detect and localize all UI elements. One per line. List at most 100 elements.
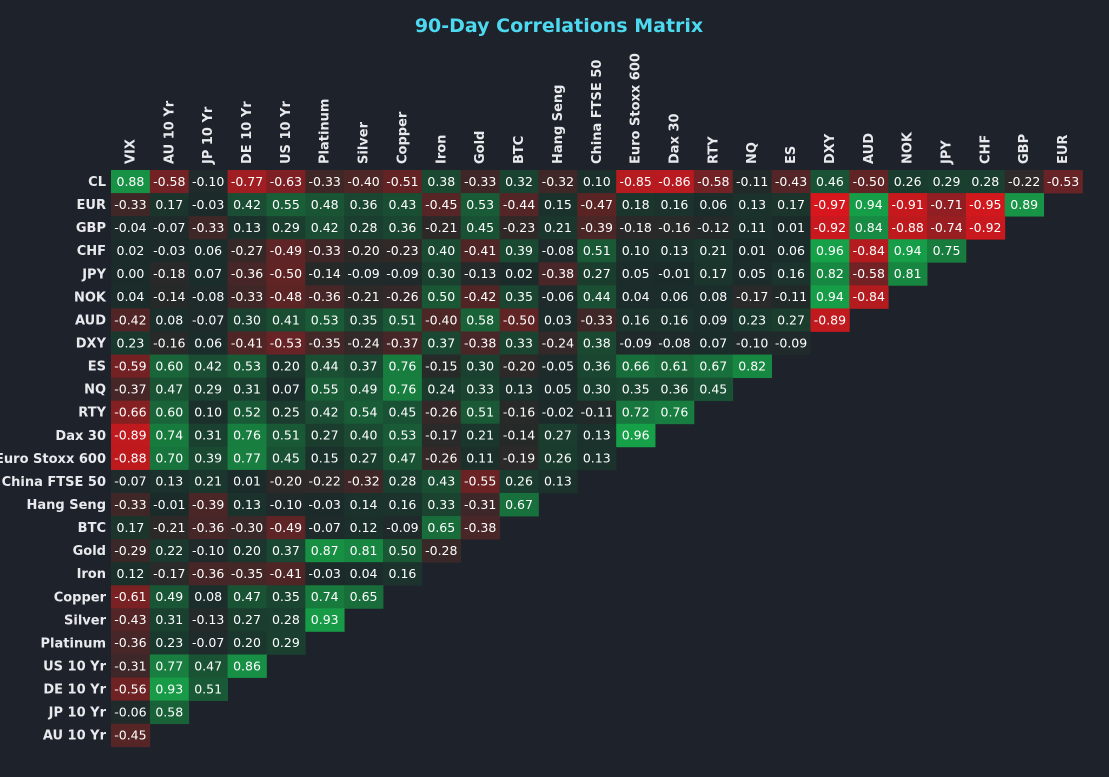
heatmap-cell <box>344 539 384 563</box>
cell-value: 0.42 <box>194 358 222 373</box>
row-label: RTY <box>78 406 106 421</box>
heatmap-cell <box>460 239 500 263</box>
cell-value: 0.17 <box>777 197 805 212</box>
heatmap-cell <box>383 516 423 540</box>
cell-value: 0.05 <box>738 266 766 281</box>
cell-value: 0.88 <box>117 174 145 189</box>
heatmap-cell <box>538 170 578 194</box>
row-label: Silver <box>64 613 107 628</box>
cell-value: 0.70 <box>155 451 183 466</box>
heatmap-cell <box>305 193 345 217</box>
cell-value: 0.44 <box>311 358 339 373</box>
heatmap-cell <box>499 239 539 263</box>
cell-value: 0.94 <box>816 289 844 304</box>
cell-value: -0.71 <box>930 197 962 212</box>
heatmap-cell <box>888 193 928 217</box>
heatmap-cell <box>305 492 345 517</box>
heatmap-cell <box>188 469 228 494</box>
heatmap-cell <box>577 239 617 263</box>
cell-value: 0.27 <box>233 612 261 627</box>
heatmap-cell <box>421 400 462 425</box>
heatmap-cell <box>693 285 734 309</box>
heatmap-cell <box>188 677 228 702</box>
heatmap-cell <box>305 239 345 263</box>
heatmap-cell <box>460 354 500 379</box>
heatmap-cell <box>188 654 228 678</box>
cell-value: -0.31 <box>464 497 496 512</box>
heatmap-cell <box>266 608 306 632</box>
heatmap-cell <box>538 262 578 286</box>
cell-value: 0.20 <box>233 543 261 558</box>
heatmap-cell <box>344 285 384 309</box>
cell-value: 0.01 <box>738 243 766 258</box>
heatmap-cell <box>616 308 656 332</box>
cell-value: -0.09 <box>386 266 418 281</box>
row-label: GBP <box>76 221 106 236</box>
cell-value: 0.20 <box>272 358 300 373</box>
heatmap-cell <box>693 331 734 355</box>
heatmap-cell <box>771 193 811 217</box>
cell-value: -0.32 <box>347 474 379 489</box>
cell-value: 0.30 <box>583 381 611 396</box>
cell-value: -0.84 <box>853 243 885 258</box>
cell-value: 0.86 <box>233 658 261 673</box>
cell-value: 0.39 <box>505 243 533 258</box>
heatmap-cell <box>149 170 190 194</box>
heatmap-cell <box>421 331 462 355</box>
heatmap-cell <box>538 308 578 332</box>
cell-value: -0.85 <box>619 174 651 189</box>
heatmap-cell <box>460 377 500 402</box>
heatmap-cell <box>383 446 423 471</box>
heatmap-cell <box>616 170 656 194</box>
cell-value: 0.72 <box>622 405 650 420</box>
row-label: Dax 30 <box>55 429 106 444</box>
heatmap-cell <box>227 516 267 540</box>
cell-value: -0.07 <box>309 520 341 535</box>
heatmap-cell <box>227 585 267 609</box>
heatmap-cell <box>305 423 345 448</box>
heatmap-cell <box>693 308 734 332</box>
heatmap-cell <box>149 539 190 563</box>
cell-value: 0.37 <box>272 543 300 558</box>
heatmap-cell <box>305 608 345 632</box>
cell-value: 0.27 <box>544 428 572 443</box>
cell-value: 0.42 <box>233 197 261 212</box>
heatmap-cell <box>188 423 228 448</box>
column-label: Dax 30 <box>667 113 682 164</box>
cell-value: -0.27 <box>231 243 263 258</box>
heatmap-cell <box>149 608 190 632</box>
heatmap-cell <box>421 539 462 563</box>
cell-value: -0.07 <box>153 220 185 235</box>
cell-value: -0.50 <box>503 312 535 327</box>
heatmap-cell <box>421 516 462 540</box>
heatmap-cell <box>383 170 423 194</box>
cell-value: 0.09 <box>699 312 727 327</box>
cell-value: 0.67 <box>505 497 533 512</box>
cell-value: 0.65 <box>350 589 378 604</box>
heatmap-cell <box>383 239 423 263</box>
cell-value: 0.33 <box>466 381 494 396</box>
heatmap-cell <box>732 331 773 355</box>
heatmap-cell <box>188 285 228 309</box>
cell-value: 0.53 <box>466 197 494 212</box>
heatmap-cell <box>693 239 734 263</box>
cell-value: 0.06 <box>661 289 689 304</box>
heatmap-cell <box>227 262 267 286</box>
heatmap-cell <box>732 170 773 194</box>
cell-value: 0.44 <box>583 289 611 304</box>
heatmap-cell <box>655 262 695 286</box>
column-label: Platinum <box>318 99 333 164</box>
cell-value: 0.47 <box>194 658 222 673</box>
heatmap-cell <box>305 585 345 609</box>
heatmap-cell <box>188 239 228 263</box>
heatmap-cell <box>655 239 695 263</box>
heatmap-cell <box>383 400 423 425</box>
heatmap-cell <box>849 239 889 263</box>
row-label: EUR <box>77 198 106 213</box>
row-label: China FTSE 50 <box>2 475 106 490</box>
cell-value: -0.50 <box>853 174 885 189</box>
heatmap-cell <box>188 216 228 240</box>
heatmap-cell <box>111 539 151 563</box>
heatmap-cell <box>149 700 190 725</box>
heatmap-cell <box>188 562 228 586</box>
